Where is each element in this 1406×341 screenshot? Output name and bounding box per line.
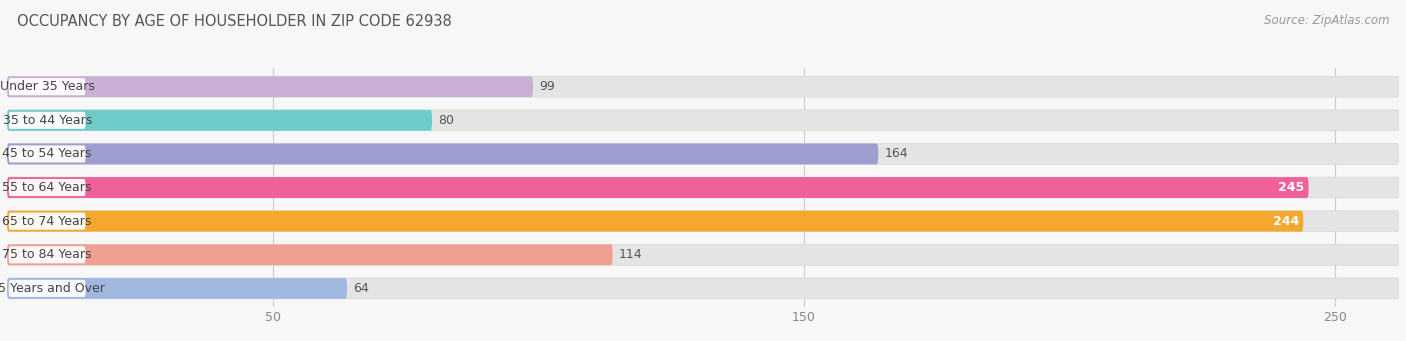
Text: 80: 80 bbox=[439, 114, 454, 127]
FancyBboxPatch shape bbox=[8, 78, 86, 95]
FancyBboxPatch shape bbox=[7, 76, 1399, 97]
FancyBboxPatch shape bbox=[7, 278, 347, 299]
Text: 75 to 84 Years: 75 to 84 Years bbox=[3, 248, 91, 261]
FancyBboxPatch shape bbox=[7, 244, 613, 265]
Text: Source: ZipAtlas.com: Source: ZipAtlas.com bbox=[1264, 14, 1389, 27]
FancyBboxPatch shape bbox=[7, 177, 1399, 198]
FancyBboxPatch shape bbox=[8, 145, 86, 162]
Text: OCCUPANCY BY AGE OF HOUSEHOLDER IN ZIP CODE 62938: OCCUPANCY BY AGE OF HOUSEHOLDER IN ZIP C… bbox=[17, 14, 451, 29]
FancyBboxPatch shape bbox=[7, 278, 1399, 299]
Text: 65 to 74 Years: 65 to 74 Years bbox=[3, 215, 91, 228]
Text: 35 to 44 Years: 35 to 44 Years bbox=[3, 114, 91, 127]
FancyBboxPatch shape bbox=[7, 144, 1399, 164]
Text: 164: 164 bbox=[884, 147, 908, 160]
Text: 85 Years and Over: 85 Years and Over bbox=[0, 282, 104, 295]
Text: 99: 99 bbox=[540, 80, 555, 93]
Text: 245: 245 bbox=[1278, 181, 1305, 194]
Text: 244: 244 bbox=[1272, 215, 1299, 228]
FancyBboxPatch shape bbox=[7, 177, 1309, 198]
FancyBboxPatch shape bbox=[7, 211, 1399, 232]
FancyBboxPatch shape bbox=[8, 112, 86, 129]
Text: 64: 64 bbox=[353, 282, 370, 295]
FancyBboxPatch shape bbox=[7, 244, 1399, 265]
FancyBboxPatch shape bbox=[7, 76, 533, 97]
Text: 114: 114 bbox=[619, 248, 643, 261]
FancyBboxPatch shape bbox=[7, 110, 432, 131]
FancyBboxPatch shape bbox=[7, 110, 1399, 131]
FancyBboxPatch shape bbox=[7, 211, 1303, 232]
Text: Under 35 Years: Under 35 Years bbox=[0, 80, 94, 93]
FancyBboxPatch shape bbox=[8, 280, 86, 297]
FancyBboxPatch shape bbox=[8, 246, 86, 263]
FancyBboxPatch shape bbox=[7, 144, 879, 164]
Text: 55 to 64 Years: 55 to 64 Years bbox=[3, 181, 91, 194]
FancyBboxPatch shape bbox=[8, 213, 86, 230]
FancyBboxPatch shape bbox=[8, 179, 86, 196]
Text: 45 to 54 Years: 45 to 54 Years bbox=[3, 147, 91, 160]
